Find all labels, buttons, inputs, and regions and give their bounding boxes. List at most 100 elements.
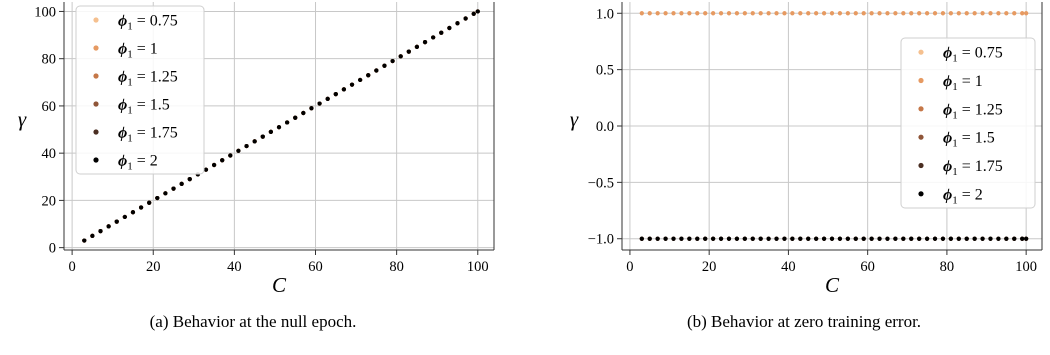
data-point	[924, 236, 930, 241]
legend-marker	[93, 73, 99, 79]
data-point	[790, 11, 795, 16]
x-tick-label: 60	[308, 259, 323, 275]
legend-box	[75, 5, 205, 175]
data-point	[885, 11, 890, 16]
x-tick-label: 20	[702, 259, 717, 275]
data-point	[758, 236, 763, 241]
x-tick-label: 40	[781, 259, 796, 275]
data-point	[924, 11, 930, 16]
data-point	[806, 236, 811, 241]
data-point	[964, 236, 969, 241]
data-point	[948, 236, 953, 241]
data-point	[317, 101, 322, 106]
data-point	[463, 16, 468, 21]
legend-label: ϕ1 = 0.75	[943, 45, 1003, 65]
x-tick-label: 20	[146, 259, 161, 275]
data-point	[431, 35, 436, 40]
data-point	[837, 11, 843, 16]
data-point	[90, 233, 95, 238]
data-point	[1024, 11, 1029, 16]
data-point	[821, 11, 827, 16]
x-tick-label: 40	[227, 259, 242, 275]
y-tick-label: 0.0	[596, 119, 614, 135]
data-point	[647, 11, 652, 16]
data-point	[829, 11, 835, 16]
data-point	[220, 158, 225, 163]
legend-label: ϕ1 = 0.75	[118, 13, 178, 33]
x-tick-label: 0	[68, 259, 75, 275]
legend-marker	[93, 45, 99, 51]
data-point	[663, 11, 668, 16]
legend-label: ϕ1 = 1.75	[118, 125, 178, 145]
data-point	[877, 11, 882, 16]
data-point	[742, 236, 747, 241]
data-point	[276, 125, 282, 130]
data-point	[106, 224, 111, 229]
data-point	[837, 236, 843, 241]
data-point	[163, 191, 168, 196]
legend-label: ϕ1 = 2	[943, 186, 983, 206]
data-point	[98, 229, 103, 234]
data-point	[750, 11, 755, 16]
legend-marker	[918, 191, 924, 197]
data-point	[293, 115, 298, 120]
data-point	[285, 120, 290, 125]
data-point	[948, 11, 953, 16]
x-tick-label: 100	[1015, 259, 1037, 275]
y-tick-label: −1.0	[588, 232, 614, 248]
data-point	[244, 143, 249, 149]
data-point	[806, 11, 811, 16]
data-point	[82, 238, 87, 243]
data-point	[663, 236, 668, 241]
data-point	[766, 11, 771, 16]
data-point	[734, 236, 740, 241]
data-point	[1004, 11, 1009, 16]
data-point	[252, 139, 257, 144]
data-point	[268, 129, 273, 135]
series-5	[82, 9, 480, 243]
data-point	[309, 106, 314, 111]
y-tick-label: 60	[42, 99, 57, 115]
data-point	[742, 11, 747, 16]
data-point	[980, 11, 985, 16]
data-point	[782, 236, 787, 241]
data-point	[790, 236, 795, 241]
caption-a: (a) Behavior at the null epoch.	[149, 312, 357, 331]
data-point	[853, 11, 858, 16]
y-tick-label: 0	[49, 241, 56, 257]
y-tick-label: 0.5	[596, 63, 614, 79]
legend-label: ϕ1 = 1.5	[118, 97, 170, 117]
data-point	[679, 11, 684, 16]
data-point	[956, 11, 961, 16]
chart-b: 0 20 40 60 80 100 −1.0 −0.5 0.0 0.5 1.0 Cγ ϕ1 = 0.75…	[570, 2, 1043, 297]
series-1	[639, 11, 1029, 16]
data-point	[671, 236, 676, 241]
data-point	[358, 77, 363, 83]
x-axis-label: C	[272, 273, 287, 297]
legend-marker	[918, 77, 924, 84]
legend: ϕ1 = 0.75 ϕ1 = 1 ϕ1 = 1.25 ϕ1 = 1.5 ϕ1 = 1.7…	[900, 37, 1036, 209]
data-point	[325, 96, 330, 101]
legend-label: ϕ1 = 1.25	[118, 69, 178, 89]
data-point	[782, 11, 787, 16]
data-point	[814, 11, 819, 16]
y-tick-label: 1.0	[596, 6, 614, 22]
y-tick-label: 100	[34, 4, 56, 20]
data-point	[893, 11, 898, 16]
data-point	[655, 11, 660, 16]
series-5	[639, 236, 1029, 241]
data-point	[988, 236, 993, 241]
data-point	[869, 11, 874, 16]
data-point	[996, 11, 1001, 16]
legend-label: ϕ1 = 2	[118, 153, 158, 173]
data-point	[1020, 11, 1025, 16]
data-point	[187, 177, 192, 182]
data-point	[956, 236, 961, 241]
legend-marker	[93, 129, 99, 135]
data-point	[726, 11, 732, 16]
data-point	[861, 236, 866, 241]
data-point	[711, 11, 716, 16]
data-point	[972, 11, 977, 16]
